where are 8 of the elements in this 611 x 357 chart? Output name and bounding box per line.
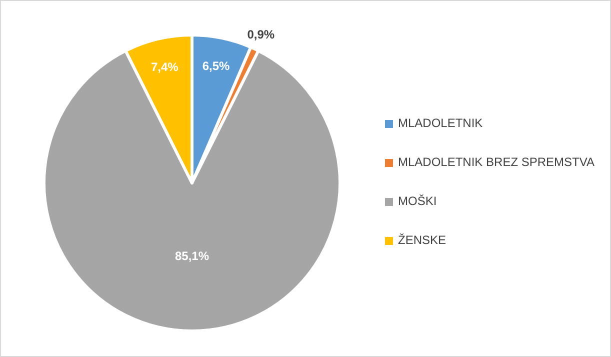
data-label: 0,9% xyxy=(247,28,275,42)
legend-label: MLADOLETNIK xyxy=(398,116,483,130)
legend-label: MOŠKI xyxy=(398,194,437,208)
data-label: 7,4% xyxy=(151,60,179,74)
legend-label: MLADOLETNIK BREZ SPREMSTVA xyxy=(398,155,594,170)
data-label: 6,5% xyxy=(202,59,230,74)
legend-label: ŽENSKE xyxy=(398,233,446,248)
data-label: 85,1% xyxy=(174,249,210,264)
